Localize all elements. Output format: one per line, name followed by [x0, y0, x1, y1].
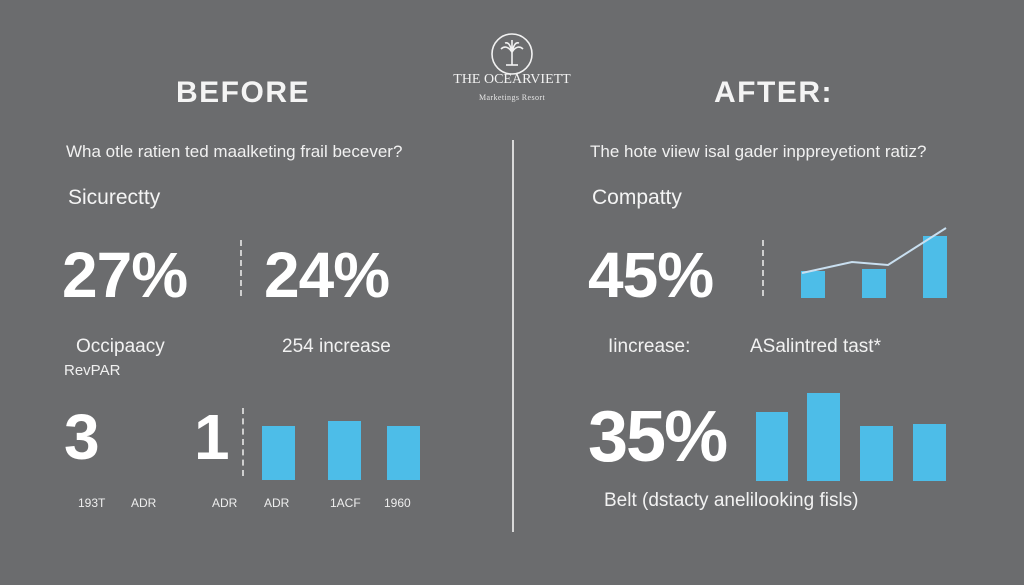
after-subheading: Compatty — [592, 186, 682, 209]
after-bottom-bar-3 — [860, 426, 893, 481]
before-chart-axis — [242, 408, 244, 476]
after-stat-1: 45% — [588, 239, 714, 311]
before-bar-3 — [387, 426, 420, 480]
after-heading: AFTER: — [714, 76, 833, 109]
before-label-occupancy: Occipaacy — [76, 336, 165, 357]
after-label-channel: ASalintred tast* — [750, 336, 881, 357]
after-footer-note: Belt (dstacty anelilooking fisls) — [604, 490, 859, 511]
before-axis-label-4: ADR — [264, 496, 290, 510]
after-stat-2: 35% — [588, 397, 728, 477]
before-number-2: 1 — [194, 401, 230, 473]
brand-tagline: Marketings Resort — [478, 93, 546, 102]
before-axis-label-6: 1960 — [384, 496, 411, 510]
before-bar-1 — [262, 426, 295, 480]
before-increase-note: 254 increase — [282, 336, 391, 357]
before-label-revpar: RevPAR — [64, 362, 121, 379]
lotus-fountain-icon — [491, 33, 533, 75]
before-stat-divider — [240, 240, 242, 296]
before-subheading: Sicurectty — [68, 186, 161, 209]
before-question: Wha otle ratien ted maalketing frail bec… — [66, 142, 403, 161]
after-top-bar-3 — [923, 236, 947, 298]
before-stat-2: 24% — [264, 239, 390, 311]
before-axis-label-5: 1ACF — [330, 496, 361, 510]
after-bottom-bar-4 — [913, 424, 946, 481]
after-question: The hote viiew isal gader inppreyetiont … — [590, 142, 927, 161]
section-divider — [512, 140, 514, 532]
before-axis-label-3: ADR — [212, 496, 238, 510]
after-stat-divider — [762, 240, 764, 296]
before-number-1: 3 — [64, 401, 100, 473]
before-stat-1: 27% — [62, 239, 188, 311]
before-bar-2 — [328, 421, 361, 480]
after-bottom-bar-2 — [807, 393, 840, 481]
before-heading: BEFORE — [176, 76, 311, 109]
after-top-bar-2 — [862, 269, 886, 298]
before-axis-label-2: ADR — [131, 496, 157, 510]
after-top-bar-1 — [801, 271, 825, 298]
before-axis-label-1: 193T — [78, 496, 106, 510]
after-bottom-bar-1 — [756, 412, 788, 481]
after-label-increase: Iincrease: — [608, 336, 691, 357]
brand-name: THE OCEARVIETT — [453, 72, 571, 87]
after-trend-line — [801, 227, 947, 274]
